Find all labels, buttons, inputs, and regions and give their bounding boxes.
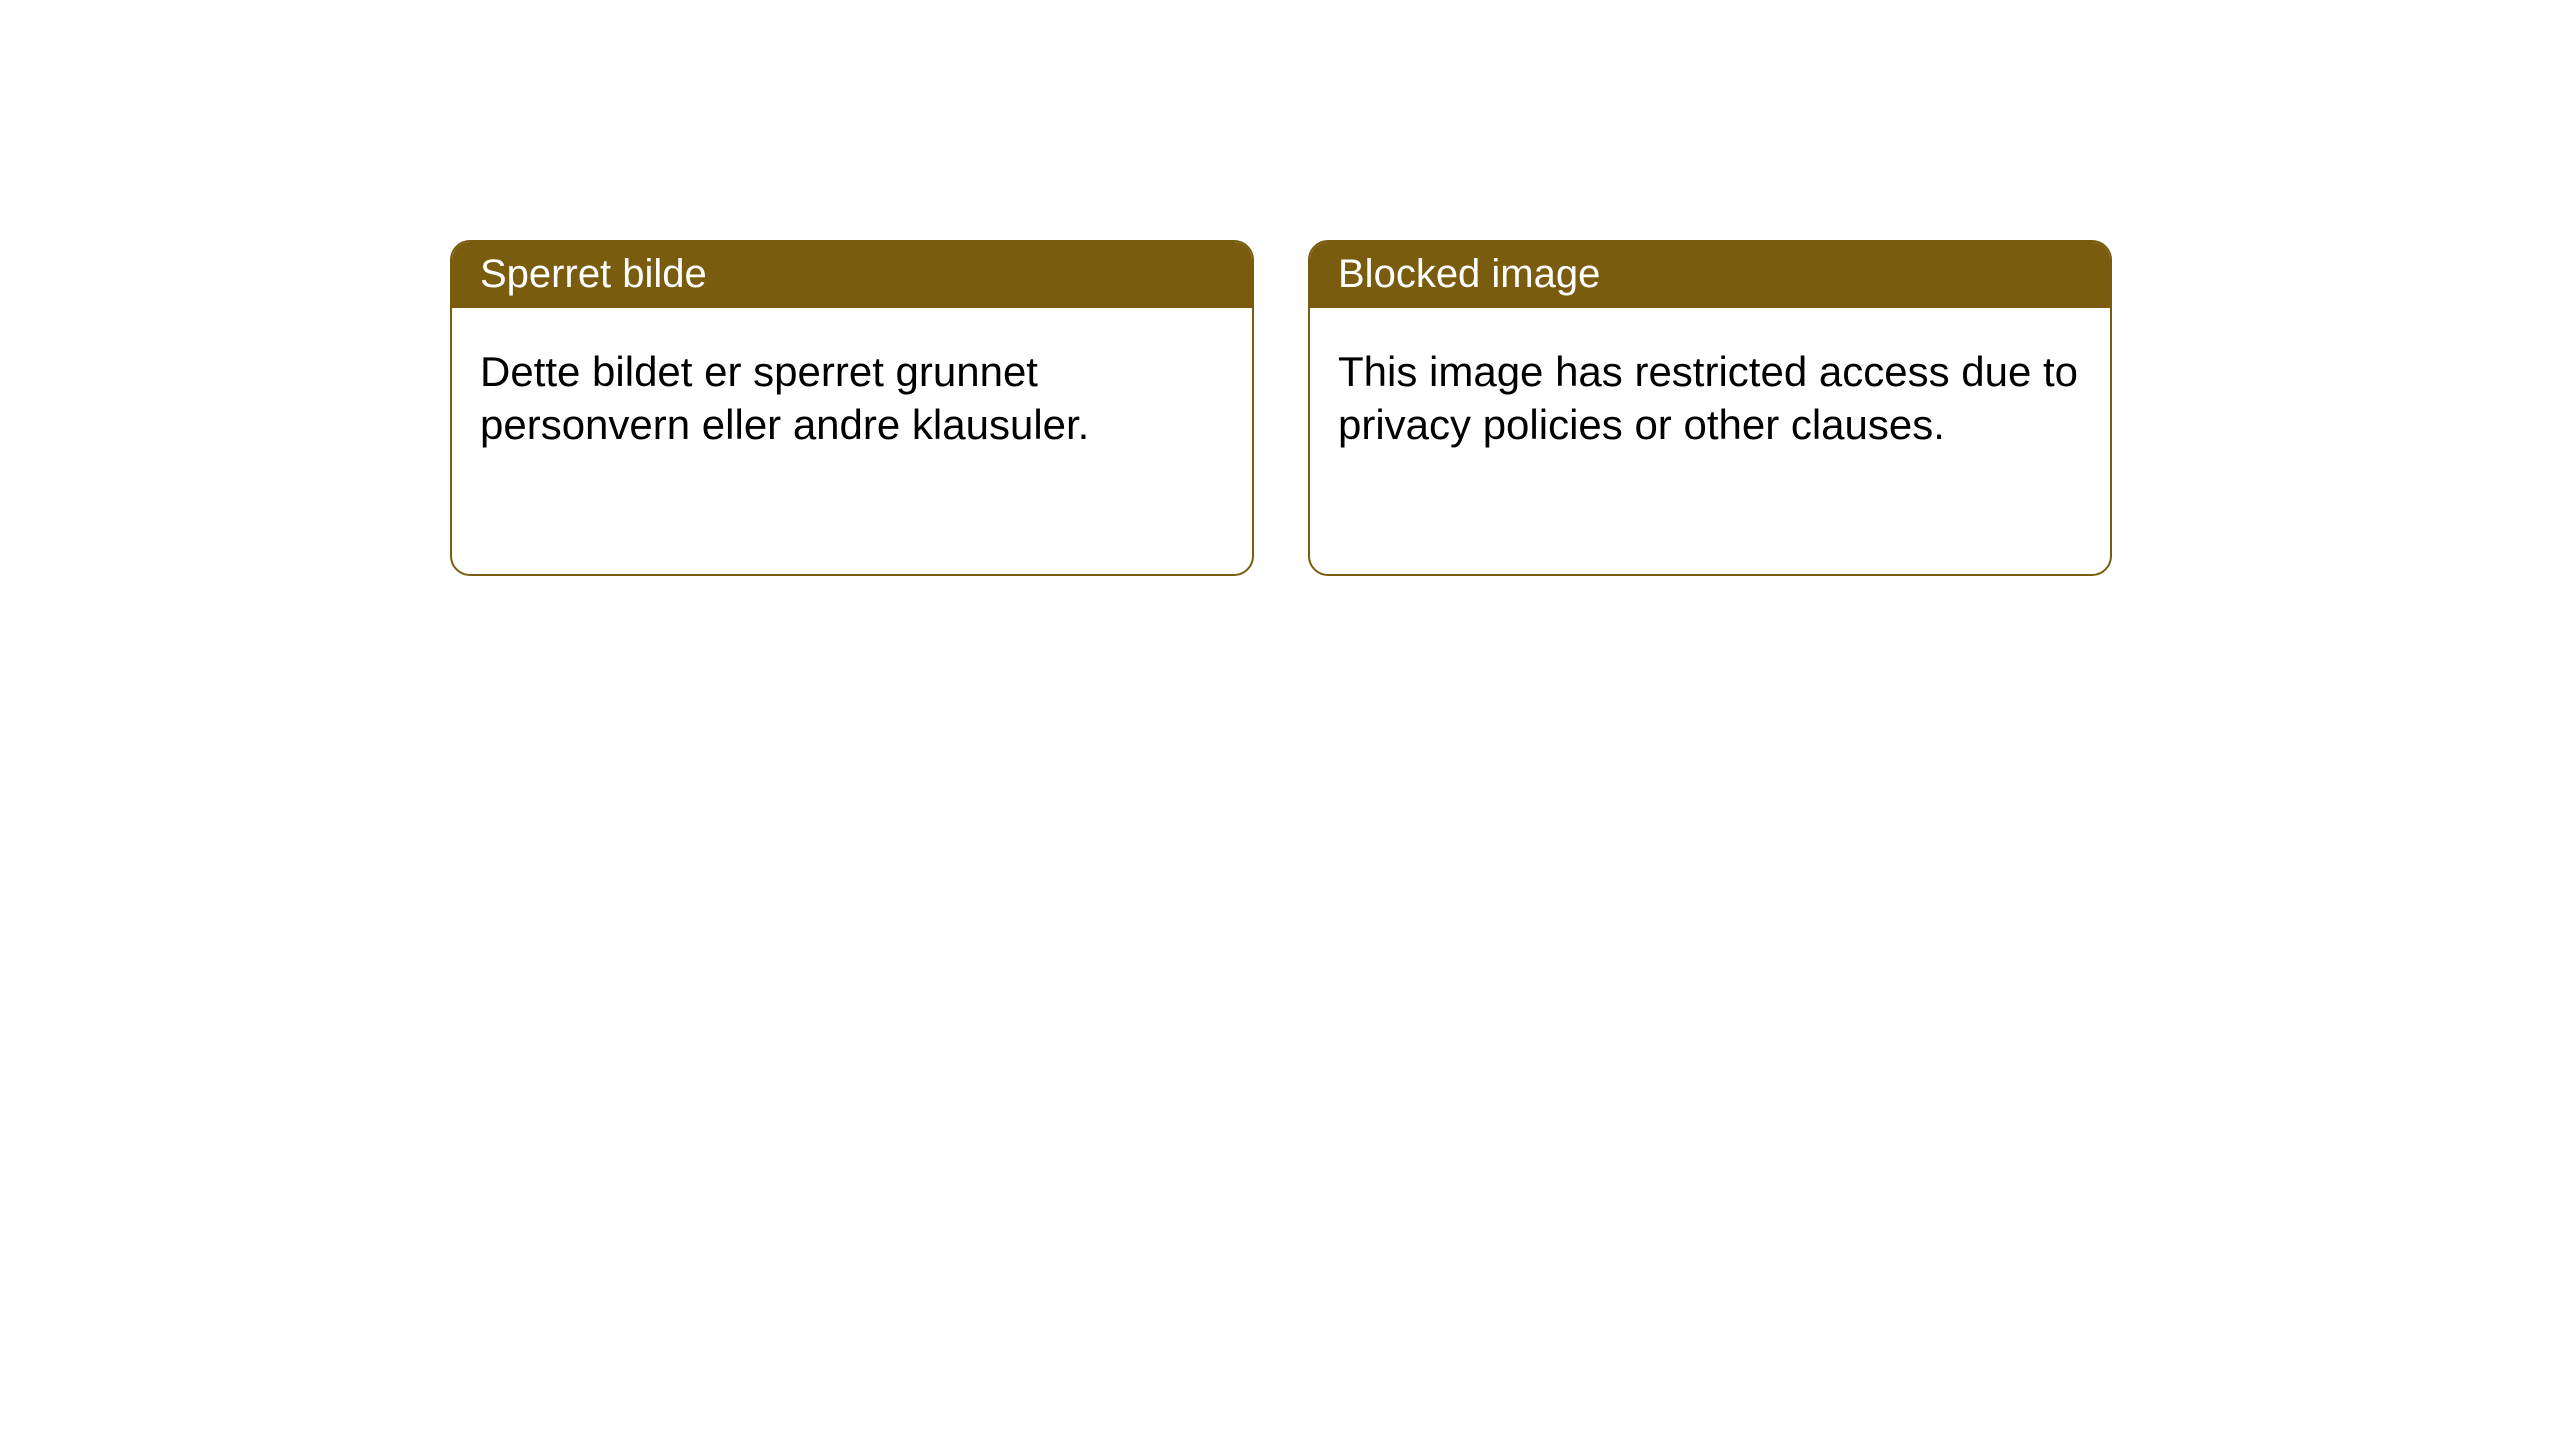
panel-body-norwegian: Dette bildet er sperret grunnet personve…	[452, 308, 1252, 479]
blocked-image-panel-norwegian: Sperret bilde Dette bildet er sperret gr…	[450, 240, 1254, 576]
panel-header-english: Blocked image	[1310, 242, 2110, 308]
panel-body-english: This image has restricted access due to …	[1310, 308, 2110, 479]
blocked-image-panel-english: Blocked image This image has restricted …	[1308, 240, 2112, 576]
panel-header-norwegian: Sperret bilde	[452, 242, 1252, 308]
blocked-image-notice-container: Sperret bilde Dette bildet er sperret gr…	[450, 240, 2112, 576]
